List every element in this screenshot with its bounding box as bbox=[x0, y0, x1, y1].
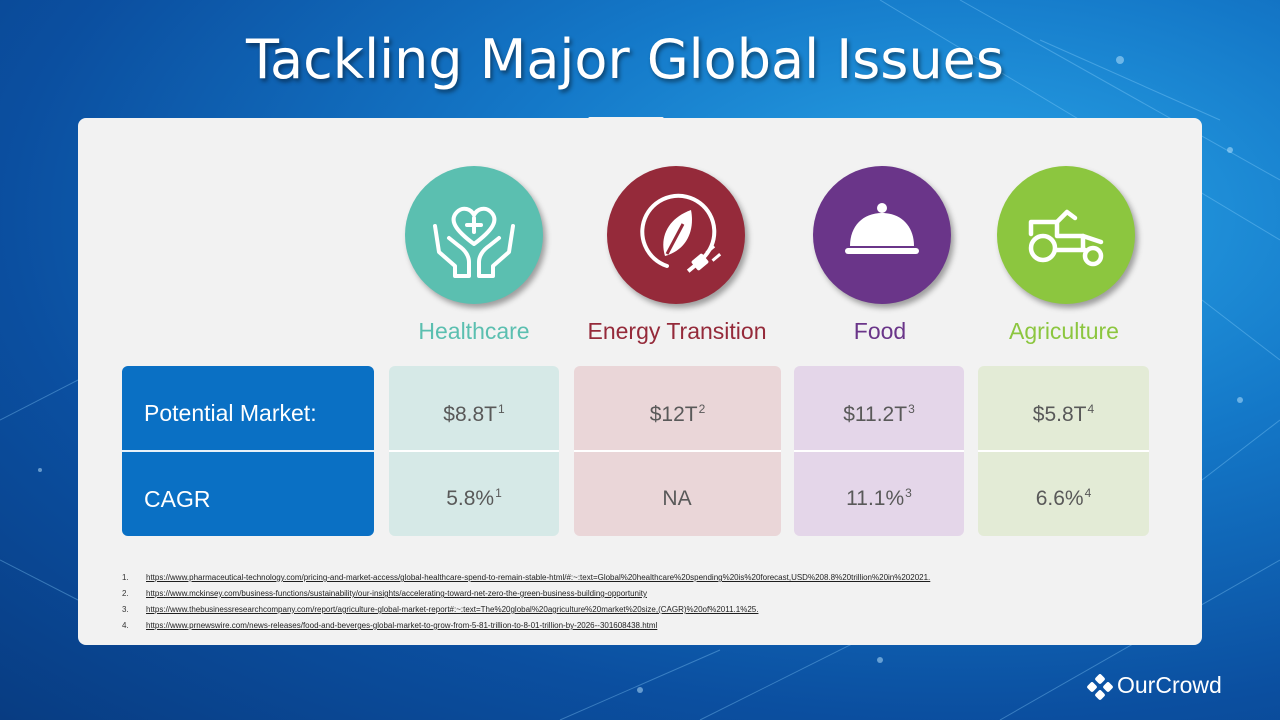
agriculture-cagr-value: 6.6%4 bbox=[1035, 486, 1092, 510]
energy-cells: $12T2 NA bbox=[574, 366, 781, 536]
brand-name: OurCrowd bbox=[1117, 672, 1222, 698]
reference-item: 4. https://www.prnewswire.com/news-releas… bbox=[122, 621, 658, 630]
healthcare-market-value: $8.8T1 bbox=[443, 402, 505, 426]
heart-hands-icon bbox=[433, 206, 515, 278]
row-divider bbox=[122, 450, 374, 452]
agriculture-market-value: $5.8T4 bbox=[1032, 402, 1095, 426]
column-label-food: Food bbox=[853, 318, 907, 344]
leaf-plug-icon bbox=[640, 193, 722, 273]
column-label-energy-transition: Energy Transition bbox=[587, 318, 767, 344]
food-cagr-value: 11.1%3 bbox=[846, 486, 912, 510]
panel-notch bbox=[588, 117, 664, 143]
tractor-icon bbox=[1028, 209, 1104, 267]
row-label-potential-market: Potential Market: bbox=[144, 400, 317, 426]
reference-item: 3. https://www.thebusinessresearchcompany… bbox=[122, 605, 759, 614]
food-cells: $11.2T3 11.1%3 bbox=[794, 366, 964, 536]
reference-link[interactable]: https://www.prnewswire.com/news-releases… bbox=[146, 621, 658, 630]
ourcrowd-logo-icon bbox=[1087, 674, 1113, 700]
healthcare-icon-circle bbox=[405, 166, 543, 304]
reference-item: 1. https://www.pharmaceutical-technology.… bbox=[122, 573, 931, 582]
reference-link[interactable]: https://www.pharmaceutical-technology.co… bbox=[146, 573, 931, 582]
food-cloche-icon bbox=[845, 203, 919, 254]
agriculture-cells: $5.8T4 6.6%4 bbox=[978, 366, 1149, 536]
food-market-value: $11.2T3 bbox=[843, 402, 915, 426]
references-list: 1. https://www.pharmaceutical-technology.… bbox=[122, 570, 1122, 634]
energy-cagr-value: NA bbox=[662, 487, 692, 510]
agriculture-icon-circle bbox=[997, 166, 1135, 304]
row-label-cagr: CAGR bbox=[144, 486, 211, 512]
energy-icon-circle bbox=[607, 166, 745, 304]
slide-title: Tackling Major Global Issues bbox=[245, 28, 1005, 91]
reference-item: 2. https://www.mckinsey.com/business-func… bbox=[122, 589, 647, 598]
reference-link[interactable]: https://www.thebusinessresearchcompany.c… bbox=[146, 605, 759, 614]
column-label-agriculture: Agriculture bbox=[1009, 318, 1119, 344]
column-label-healthcare: Healthcare bbox=[418, 318, 530, 344]
reference-link[interactable]: https://www.mckinsey.com/business-functi… bbox=[146, 589, 647, 598]
healthcare-cells: $8.8T1 5.8%1 bbox=[389, 366, 559, 536]
energy-market-value: $12T2 bbox=[649, 402, 706, 426]
healthcare-cagr-value: 5.8%1 bbox=[446, 486, 502, 510]
food-icon-circle bbox=[813, 166, 951, 304]
row-header-block: Potential Market: CAGR bbox=[122, 366, 374, 536]
